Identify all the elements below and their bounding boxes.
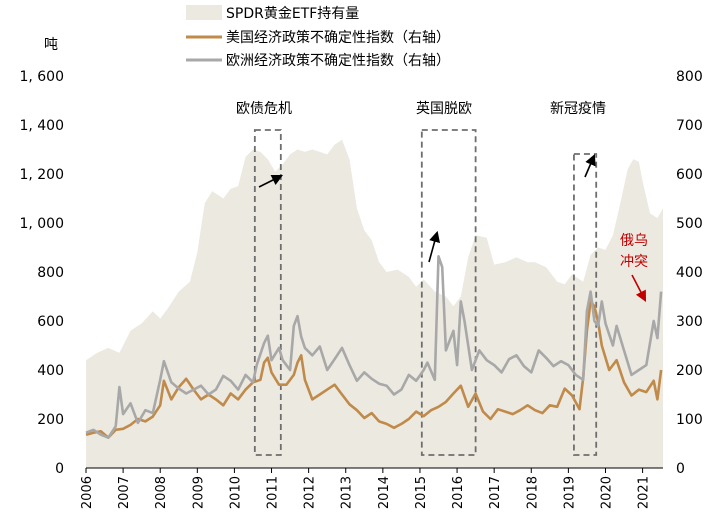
x-tick-label: 2021	[637, 476, 652, 509]
x-tick-label: 2013	[340, 476, 355, 509]
plot-area	[85, 129, 663, 469]
right-tick-label: 200	[676, 363, 703, 379]
right-tick-label: 100	[676, 412, 703, 428]
callout-russia-ukraine-line2: 冲突	[620, 254, 648, 270]
annotation-label-brexit: 英国脱欧	[416, 100, 472, 117]
annotation-labels: 欧债危机 英国脱欧 新冠疫情	[236, 100, 606, 117]
arrow-russia-ukraine-icon	[631, 274, 647, 302]
arrow-covid-icon	[584, 153, 596, 178]
x-tick-label: 2018	[525, 476, 540, 509]
left-tick-label: 800	[37, 265, 64, 281]
x-tick-label: 2007	[117, 476, 132, 509]
x-tick-label: 2016	[451, 476, 466, 509]
right-tick-label: 0	[676, 461, 685, 477]
legend-label-spdr: SPDR黄金ETF持有量	[226, 5, 359, 22]
left-tick-label: 200	[37, 412, 64, 428]
x-axis-ticks: 2006 2007 2008 2009 2010 2011 2012 2013 2014 2015…	[80, 468, 652, 509]
left-tick-label: 1, 200	[19, 167, 64, 183]
left-tick-label: 1, 600	[19, 69, 64, 85]
left-tick-label: 0	[55, 461, 64, 477]
left-axis-ticks: 0 200 400 600 800 1, 000 1, 200 1, 400 1, 600	[19, 69, 64, 477]
right-tick-label: 600	[676, 167, 703, 183]
annotation-label-euro-debt: 欧债危机	[236, 101, 292, 117]
x-tick-label: 2015	[414, 476, 429, 509]
left-tick-label: 600	[37, 314, 64, 330]
legend-label-us: 美国经济政策不确定性指数（右轴）	[226, 29, 450, 46]
x-tick-label: 2020	[599, 476, 614, 509]
x-tick-label: 2010	[228, 476, 243, 509]
x-tick-label: 2008	[154, 476, 169, 509]
legend: SPDR黄金ETF持有量 美国经济政策不确定性指数（右轴） 欧洲经济政策不确定性…	[186, 5, 450, 69]
arrow-brexit-icon	[428, 230, 441, 263]
left-axis-unit: 吨	[44, 37, 58, 53]
annotation-box-2	[573, 153, 598, 456]
europe-epu-line	[85, 255, 663, 439]
us-epu-line	[85, 300, 663, 439]
x-tick-label: 2014	[377, 476, 392, 509]
x-tick-label: 2012	[303, 476, 318, 509]
right-tick-label: 700	[676, 118, 703, 134]
x-tick-label: 2017	[488, 476, 503, 509]
x-tick-label: 2006	[80, 476, 95, 509]
legend-label-eu: 欧洲经济政策不确定性指数（右轴）	[226, 52, 450, 69]
annotation-label-covid: 新冠疫情	[550, 101, 606, 117]
left-tick-label: 1, 000	[19, 216, 64, 232]
x-tick-label: 2009	[191, 476, 206, 509]
right-tick-label: 800	[676, 69, 703, 85]
spdr-gold-etf-area	[86, 139, 663, 468]
right-tick-label: 500	[676, 216, 703, 232]
arrow-euro-debt-icon	[258, 174, 284, 188]
legend-swatch-spdr	[186, 5, 222, 20]
left-tick-label: 1, 400	[19, 118, 64, 134]
left-tick-label: 400	[37, 363, 64, 379]
right-tick-label: 300	[676, 314, 703, 330]
annotation-boxes	[253, 129, 598, 456]
right-axis-ticks: 0 100 200 300 400 500 600 700 800	[676, 69, 703, 477]
annotation-box-0	[253, 129, 282, 456]
x-tick-label: 2019	[562, 476, 577, 509]
right-tick-label: 400	[676, 265, 703, 281]
x-tick-label: 2011	[266, 476, 281, 509]
annotation-box-1	[420, 129, 477, 456]
callout-russia-ukraine-line1: 俄乌	[620, 233, 648, 249]
